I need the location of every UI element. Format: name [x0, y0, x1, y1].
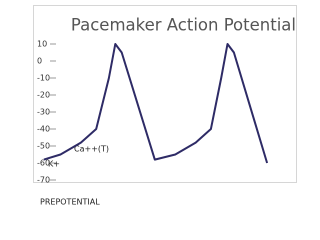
y-tick-label: 10	[37, 40, 47, 49]
annotation: PREPOTENTIAL	[40, 198, 100, 207]
annotation: K+	[48, 160, 60, 169]
y-tick-label: -70	[37, 176, 50, 185]
y-tick-label: -20	[37, 91, 50, 100]
annotation: Ca++(T)	[74, 145, 109, 154]
line-series	[43, 43, 269, 164]
y-tick-label: -40	[37, 125, 50, 134]
y-tick-label: -60	[37, 159, 50, 168]
y-tick-label: 0	[37, 57, 42, 66]
y-tick-label: -30	[37, 108, 50, 117]
y-tick-label: -10	[37, 74, 50, 83]
chart-frame	[33, 5, 297, 183]
chart: Pacemaker Action Potential K+ Ca++(T) PR…	[33, 5, 297, 207]
chart-title: Pacemaker Action Potential	[71, 16, 296, 35]
y-tick-label: -50	[37, 142, 50, 151]
